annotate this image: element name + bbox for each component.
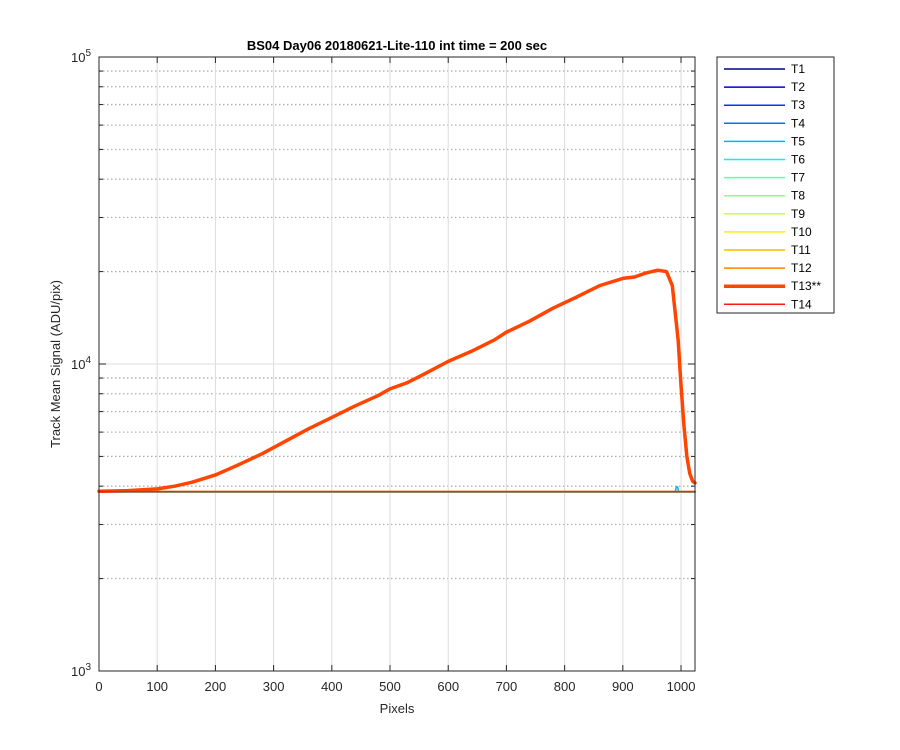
x-tick-label: 1000 bbox=[667, 679, 696, 694]
legend-label-t1: T1 bbox=[791, 62, 805, 76]
legend-label-t11: T11 bbox=[791, 243, 811, 257]
x-tick-label: 200 bbox=[205, 679, 227, 694]
legend-label-t12: T12 bbox=[791, 261, 812, 275]
series-line-t13 bbox=[97, 268, 697, 494]
x-tick-label: 0 bbox=[95, 679, 102, 694]
x-tick-label: 800 bbox=[554, 679, 576, 694]
legend-label-t14: T14 bbox=[791, 297, 812, 311]
y-tick-label: 104 bbox=[71, 355, 91, 372]
grid bbox=[99, 57, 695, 671]
x-tick-label: 100 bbox=[146, 679, 168, 694]
legend-box bbox=[716, 56, 835, 314]
legend-label-t13: T13** bbox=[791, 279, 821, 293]
x-tick-label: 700 bbox=[496, 679, 518, 694]
x-tick-label: 500 bbox=[379, 679, 401, 694]
legend-label-t2: T2 bbox=[791, 80, 805, 94]
legend: T1 T2 T3 T4 T5 T6 T7 T8 T9 T10 T11 T12 T13** T14 bbox=[716, 56, 835, 314]
legend-label-t3: T3 bbox=[791, 98, 805, 112]
legend-label-t10: T10 bbox=[791, 225, 812, 239]
x-axis-title: Pixels bbox=[380, 701, 415, 716]
legend-label-t8: T8 bbox=[791, 189, 805, 203]
chart-title: BS04 Day06 20180621-Lite-110 int time = … bbox=[247, 38, 547, 53]
x-tick-label: 600 bbox=[437, 679, 459, 694]
series-layer bbox=[97, 268, 697, 494]
x-tick-label: 300 bbox=[263, 679, 285, 694]
x-tick-label: 900 bbox=[612, 679, 634, 694]
legend-label-t7: T7 bbox=[791, 171, 805, 185]
y-axis-title: Track Mean Signal (ADU/pix) bbox=[48, 280, 63, 448]
ticks: 0 100 200 300 400 500 600 700 800 900 1000 103 104 10… bbox=[71, 48, 696, 694]
legend-label-t4: T4 bbox=[791, 116, 805, 130]
legend-label-t6: T6 bbox=[791, 153, 805, 167]
y-tick-label: 103 bbox=[71, 662, 91, 679]
y-tick-label: 105 bbox=[71, 48, 91, 65]
legend-label-t5: T5 bbox=[791, 134, 805, 148]
x-tick-label: 400 bbox=[321, 679, 343, 694]
legend-label-t9: T9 bbox=[791, 207, 805, 221]
